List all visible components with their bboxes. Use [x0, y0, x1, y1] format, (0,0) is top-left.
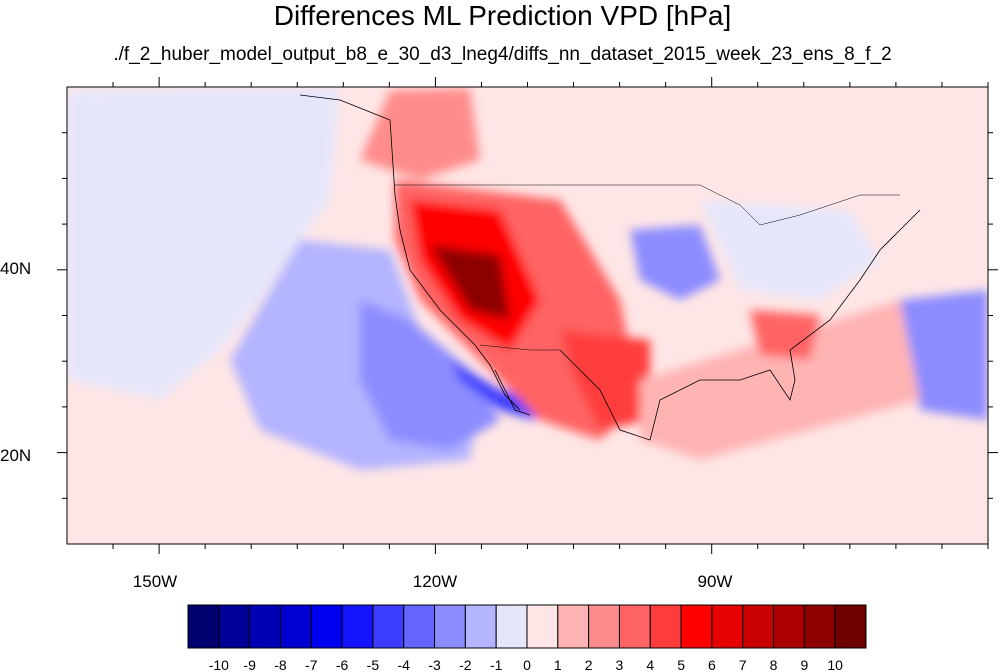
- texas-red-region: [560, 330, 650, 430]
- colorbar-label: 2: [585, 657, 593, 672]
- canada-red-region: [360, 88, 480, 180]
- colorbar-label: 7: [739, 657, 747, 672]
- great-lakes-light-blue-region: [700, 200, 880, 300]
- colorbar-label: 4: [646, 657, 654, 672]
- colorbar-label: -8: [274, 657, 287, 672]
- canada-coastline: [299, 94, 396, 196]
- colorbar-label: -4: [398, 657, 411, 672]
- colorbar-swatch: [218, 604, 251, 649]
- colorbar-swatch: [434, 604, 466, 649]
- colorbar-swatch: [526, 604, 559, 649]
- colorbar-swatch: [742, 604, 775, 649]
- colorbar-swatch: [834, 604, 867, 649]
- colorbar-label: 8: [770, 657, 778, 672]
- midwest-blue-region: [630, 225, 720, 300]
- colorbar: -10 -9 -8 -7 -6 -5 -4 -3 -2 -1 0 1 2 3 4 5 6 7 8 9 10: [187, 604, 867, 672]
- colorbar-swatch: [279, 604, 312, 649]
- gulf-and-east-coastline: [559, 209, 921, 441]
- chart-title: Differences ML Prediction VPD [hPa]: [273, 0, 732, 31]
- colorbar-label: -9: [243, 657, 256, 672]
- colorbar-label: 3: [616, 657, 624, 672]
- colorbar-swatch: [803, 604, 836, 649]
- colorbar-swatch: [249, 604, 281, 649]
- colorbar-label: -3: [428, 657, 441, 672]
- lon-label-90w: 90W: [698, 572, 733, 591]
- colorbar-swatch: [187, 604, 220, 649]
- baja-coast-deep-blue-region: [450, 360, 540, 420]
- southeast-pink-region: [640, 300, 920, 460]
- political-borders: [395, 184, 900, 391]
- colorbar-label: 6: [708, 657, 716, 672]
- baja-coastline: [494, 369, 531, 416]
- colorbar-swatch: [341, 604, 374, 649]
- colorbar-label: -1: [490, 657, 503, 672]
- colorbar-label: -5: [367, 657, 380, 672]
- georgia-red-region: [750, 310, 820, 360]
- colorbar-label: -2: [459, 657, 472, 672]
- colorbar-swatch: [649, 604, 682, 649]
- colorbar-swatch: [588, 604, 620, 649]
- coastlines: [299, 94, 921, 441]
- lon-label-120w: 120W: [413, 572, 457, 591]
- colorbar-swatch: [310, 604, 343, 649]
- lon-label-150w: 150W: [133, 572, 177, 591]
- colorbar-swatch: [773, 604, 805, 649]
- colorbar-swatch: [372, 604, 405, 649]
- colorbar-swatch: [711, 604, 744, 649]
- chart-subtitle: ./f_2_huber_model_output_b8_e_30_d3_lneg…: [113, 44, 892, 65]
- atlantic-blue-region: [900, 290, 988, 420]
- colorbar-swatch: [618, 604, 651, 649]
- us-canada-border: [395, 184, 900, 226]
- colorbar-label: 9: [800, 657, 808, 672]
- colorbar-label: 5: [677, 657, 685, 672]
- colorbar-label: 10: [827, 657, 843, 672]
- nevada-dark-red-core: [430, 245, 510, 320]
- colorbar-label: 1: [554, 657, 562, 672]
- colorbar-swatch: [495, 604, 528, 649]
- us-west-coastline: [394, 194, 521, 411]
- pacific-light-blue-region: [67, 88, 340, 400]
- colorbar-swatch: [680, 604, 713, 649]
- map-field: [67, 87, 988, 544]
- us-mexico-border: [479, 344, 601, 391]
- colorbar-swatch: [557, 604, 590, 649]
- colorbar-swatch: [403, 604, 436, 649]
- baja-offshore-blue-region: [360, 300, 500, 450]
- colorbar-swatch: [464, 604, 497, 649]
- colorbar-label: -7: [305, 657, 318, 672]
- colorbar-label: 0: [523, 657, 531, 672]
- axis-ticks: [57, 77, 998, 554]
- lat-label-40n: 40N: [0, 259, 31, 278]
- lat-label-20n: 20N: [0, 446, 31, 465]
- colorbar-label: -6: [336, 657, 349, 672]
- colorbar-label: -10: [209, 657, 229, 672]
